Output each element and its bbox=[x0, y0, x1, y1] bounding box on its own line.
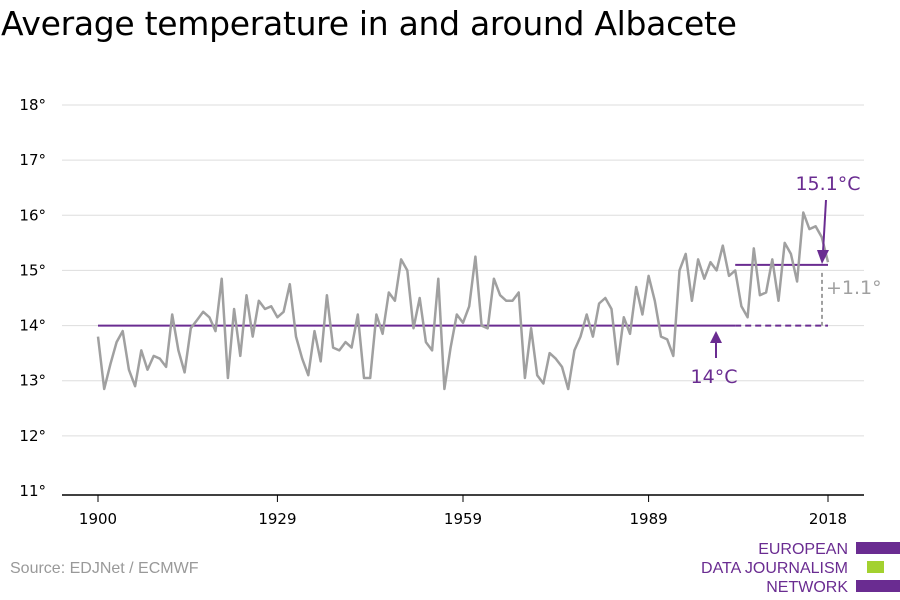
series-layer bbox=[96, 211, 830, 391]
delta-label: +1.1° bbox=[826, 277, 882, 299]
recent-arrow-head bbox=[817, 250, 829, 264]
y-axis-ticks: 11° 12° 13° 14° 15° 16° 17° 18° bbox=[19, 96, 46, 500]
logo-text: EUROPEAN DATA JOURNALISM NETWORK bbox=[701, 540, 848, 597]
y-tick-label: 14° bbox=[19, 317, 46, 335]
logo-bar-green bbox=[867, 561, 884, 573]
y-tick-label: 15° bbox=[19, 261, 46, 279]
x-tick-label: 2018 bbox=[809, 510, 847, 528]
y-tick-label: 16° bbox=[19, 206, 46, 224]
source-note: Source: EDJNet / ECMWF bbox=[10, 560, 199, 577]
recent-arrow-shaft bbox=[822, 199, 827, 253]
logo-line-2: DATA JOURNALISM bbox=[701, 560, 848, 577]
y-tick-label: 13° bbox=[19, 372, 46, 390]
baseline-label: 14°C bbox=[691, 366, 738, 388]
baseline-arrow-head bbox=[710, 331, 722, 343]
x-tick-label: 1929 bbox=[258, 510, 296, 528]
logo-line-3: NETWORK bbox=[766, 579, 848, 596]
logo-bar-purple-bottom bbox=[856, 580, 900, 592]
x-tick-label: 1900 bbox=[79, 510, 117, 528]
annotations: 14°C 15.1°C +1.1° bbox=[691, 173, 882, 388]
y-tick-label: 18° bbox=[19, 96, 46, 114]
x-tick-label: 1959 bbox=[444, 510, 482, 528]
y-tick-label: 12° bbox=[19, 427, 46, 445]
x-tick-label: 1989 bbox=[629, 510, 667, 528]
logo-bar-purple-top bbox=[856, 542, 900, 554]
temperature-series-line bbox=[96, 211, 830, 391]
y-tick-label: 11° bbox=[19, 482, 46, 500]
recent-mean-label: 15.1°C bbox=[795, 173, 860, 195]
x-axis: 1900 1929 1959 1989 2018 bbox=[62, 494, 864, 528]
gridlines bbox=[62, 104, 864, 437]
y-tick-label: 17° bbox=[19, 151, 46, 169]
chart-title: Average temperature in and around Albace… bbox=[1, 4, 737, 43]
edjnet-logo: EUROPEAN DATA JOURNALISM NETWORK bbox=[700, 540, 900, 596]
logo-line-1: EUROPEAN bbox=[758, 541, 848, 558]
